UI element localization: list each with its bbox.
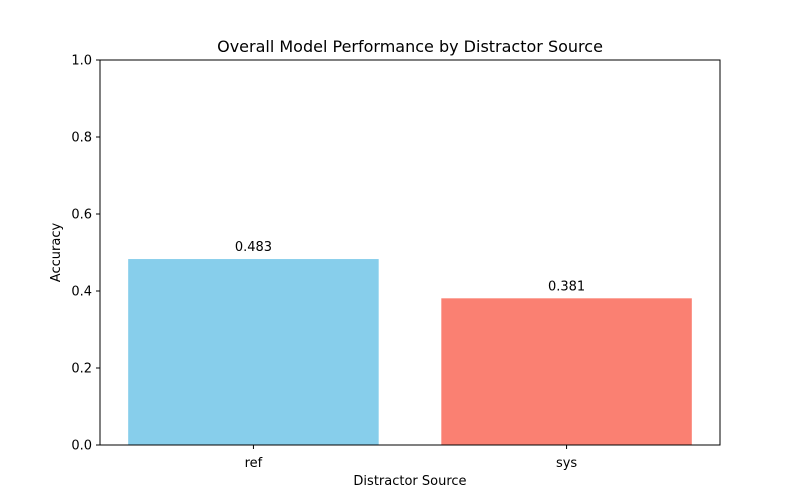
y-tick-label-3: 0.6 bbox=[71, 208, 92, 223]
plot-frame bbox=[99, 59, 721, 446]
x-axis: ref sys bbox=[245, 445, 577, 471]
data-label-ref: 0.483 bbox=[235, 240, 272, 255]
x-axis-title: Distractor Source bbox=[353, 474, 466, 489]
x-tick-label-sys: sys bbox=[556, 456, 577, 471]
chart-title: Overall Model Performance by Distractor … bbox=[217, 37, 603, 56]
y-tick-label-0: 0.0 bbox=[71, 439, 92, 454]
y-tick-label-4: 0.8 bbox=[71, 131, 92, 146]
bar-sys bbox=[441, 298, 692, 445]
y-axis: 0.0 0.2 0.4 0.6 0.8 1.0 bbox=[71, 54, 100, 454]
bars-layer: 0.483 0.381 bbox=[128, 240, 692, 445]
bar-ref bbox=[128, 259, 379, 445]
y-tick-label-1: 0.2 bbox=[71, 362, 92, 377]
y-tick-label-2: 0.4 bbox=[71, 285, 92, 300]
data-label-sys: 0.381 bbox=[548, 279, 585, 294]
y-tick-label-5: 1.0 bbox=[71, 54, 92, 69]
x-tick-label-ref: ref bbox=[245, 456, 263, 471]
y-axis-title: Accuracy bbox=[49, 223, 64, 283]
